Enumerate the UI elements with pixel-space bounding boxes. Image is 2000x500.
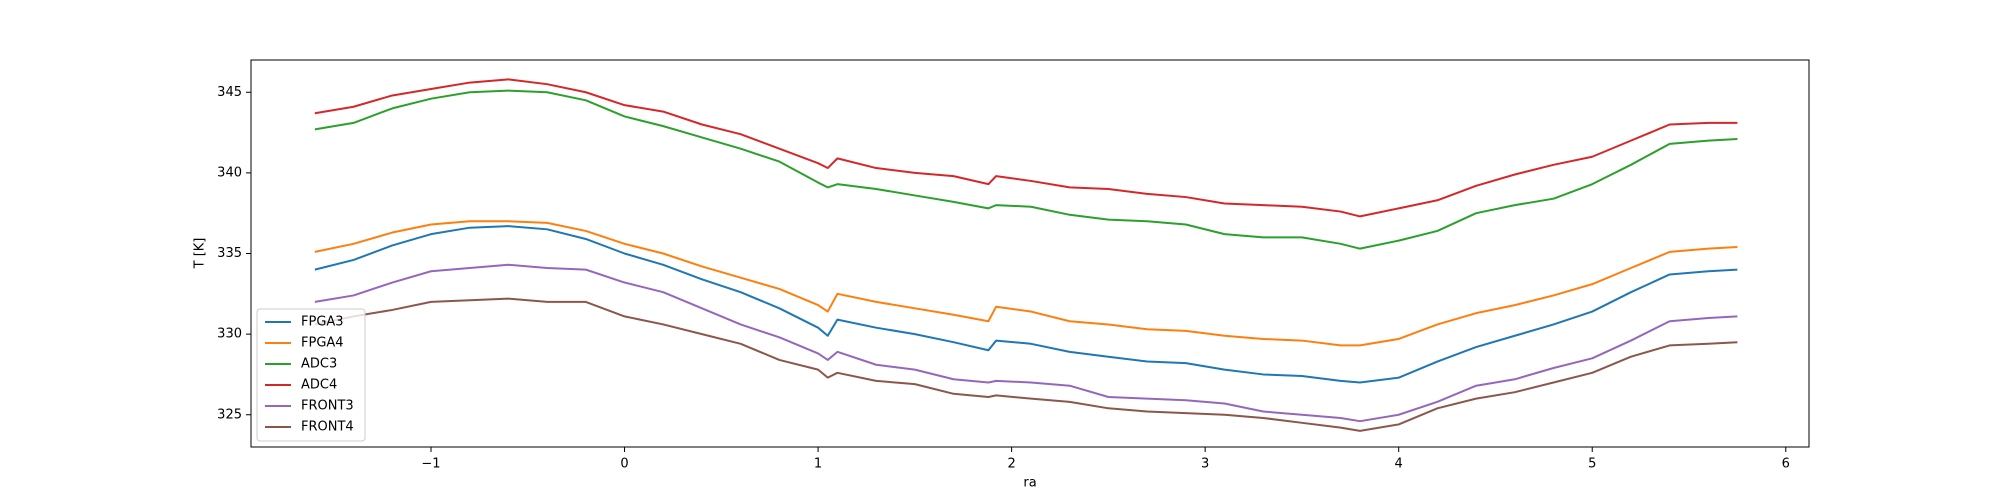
data-line [314, 78, 1738, 218]
legend-label: FPGA3 [301, 315, 344, 330]
x-tick-label: 1 [814, 457, 822, 472]
data-line [314, 89, 1738, 250]
y-tick-label: 325 [217, 407, 242, 422]
y-tick-label: 330 [217, 327, 242, 342]
y-tick-label: 345 [217, 85, 242, 100]
x-tick-label: −1 [421, 457, 440, 472]
legend-label: FPGA4 [301, 336, 344, 351]
x-tick-label: 0 [620, 457, 628, 472]
data-line [314, 297, 1738, 432]
x-tick-label: 4 [1395, 457, 1403, 472]
y-tick-label: 335 [217, 246, 242, 261]
data-line [314, 263, 1738, 423]
legend-label: ADC3 [301, 357, 337, 372]
legend-label: ADC4 [301, 378, 337, 393]
x-tick-label: 6 [1782, 457, 1790, 472]
x-tick-label: 5 [1588, 457, 1596, 472]
x-tick-label: 3 [1201, 457, 1209, 472]
y-axis-label: T [K] [193, 238, 208, 270]
data-line [314, 225, 1738, 384]
y-tick-label: 340 [217, 165, 242, 180]
legend-label: FRONT3 [301, 399, 354, 414]
x-axis-label: ra [1023, 476, 1036, 491]
x-tick-label: 2 [1007, 457, 1015, 472]
plot-frame [250, 59, 1810, 448]
data-line [314, 220, 1738, 347]
legend-label: FRONT4 [301, 420, 354, 435]
